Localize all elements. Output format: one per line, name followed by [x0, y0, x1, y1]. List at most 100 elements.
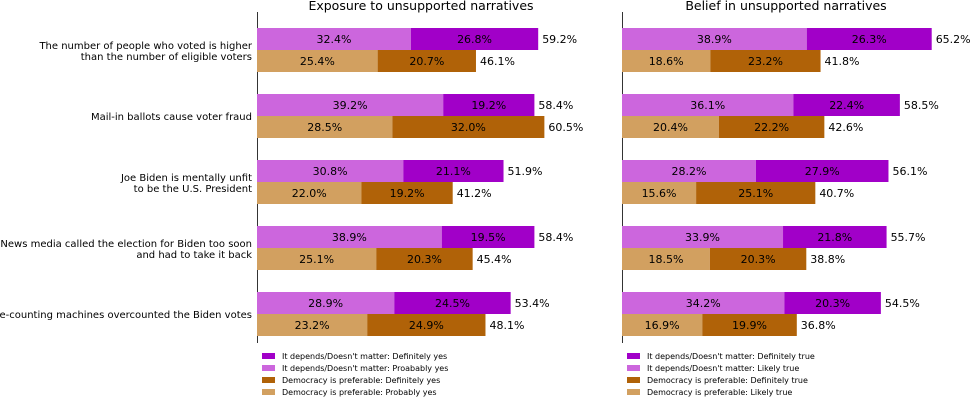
bar-segment: [257, 116, 393, 138]
bar-segment: [257, 314, 368, 336]
bar-value-label: 16.9%: [645, 319, 680, 332]
bar-segment: [755, 160, 889, 182]
legend-swatch: [262, 365, 275, 371]
bar-segment: [410, 28, 539, 50]
bar-segment: [622, 314, 703, 336]
bar-value-label: 22.2%: [754, 121, 789, 134]
legend-swatch: [627, 377, 640, 383]
bar-segment: [710, 50, 821, 72]
bar-value-label: 20.4%: [653, 121, 688, 134]
bar-value-label: 32.0%: [451, 121, 486, 134]
bar-value-label: 22.4%: [829, 99, 864, 112]
bar-value-label: 19.2%: [471, 99, 506, 112]
bar-segment: [257, 292, 395, 314]
bar-value-label: 19.5%: [471, 231, 506, 244]
bar-value-label: 24.9%: [409, 319, 444, 332]
bar-total-label: 53.4%: [515, 297, 550, 310]
bar-segment: [622, 116, 719, 138]
bar-total-label: 56.1%: [892, 165, 927, 178]
bar-segment: [696, 182, 816, 204]
bar-value-label: 22.0%: [292, 187, 327, 200]
category-label: News media called the election for Biden…: [0, 239, 252, 261]
bar-value-label: 20.3%: [815, 297, 850, 310]
bar-segment: [443, 94, 535, 116]
bar-total-label: 55.7%: [891, 231, 926, 244]
bar-value-label: 21.8%: [817, 231, 852, 244]
bar-segment: [622, 94, 794, 116]
bar-segment: [392, 116, 545, 138]
bar-segment: [622, 160, 756, 182]
legend-swatch: [627, 389, 640, 395]
bar-segment: [257, 248, 377, 270]
bar-value-label: 28.5%: [307, 121, 342, 134]
bar-value-label: 26.3%: [852, 33, 887, 46]
bar-total-label: 58.5%: [904, 99, 939, 112]
bar-total-label: 58.4%: [538, 99, 573, 112]
legend-label: Democracy is preferable: Definitely true: [647, 376, 808, 385]
bar-total-label: 46.1%: [480, 55, 515, 68]
bar-segment: [441, 226, 535, 248]
bar-value-label: 23.2%: [295, 319, 330, 332]
bar-value-label: 32.4%: [316, 33, 351, 46]
bar-segment: [257, 226, 442, 248]
bar-segment: [622, 28, 807, 50]
bar-segment: [806, 28, 932, 50]
bar-total-label: 36.8%: [801, 319, 836, 332]
legend-swatch: [262, 389, 275, 395]
bar-segment: [622, 50, 711, 72]
bar-segment: [361, 182, 453, 204]
bar-value-label: 26.8%: [457, 33, 492, 46]
panel-title: Belief in unsupported narratives: [685, 0, 886, 13]
legend-swatch: [262, 377, 275, 383]
bar-value-label: 21.1%: [436, 165, 471, 178]
category-label: Vote-counting machines overcounted the B…: [0, 310, 252, 321]
bar-value-label: 23.2%: [748, 55, 783, 68]
bar-total-label: 42.6%: [828, 121, 863, 134]
bar-segment: [784, 292, 881, 314]
bar-total-label: 54.5%: [885, 297, 920, 310]
bar-total-label: 60.5%: [548, 121, 583, 134]
bar-value-label: 25.1%: [738, 187, 773, 200]
bar-value-label: 25.4%: [300, 55, 335, 68]
category-label: Joe Biden is mentally unfit to be the U.S…: [120, 173, 252, 195]
panel-title: Exposure to unsupported narratives: [308, 0, 533, 13]
bar-total-label: 41.8%: [825, 55, 860, 68]
bar-segment: [403, 160, 504, 182]
bar-segment: [377, 50, 476, 72]
bar-value-label: 18.5%: [648, 253, 683, 266]
bar-segment: [709, 248, 807, 270]
bar-value-label: 28.2%: [671, 165, 706, 178]
bar-value-label: 25.1%: [299, 253, 334, 266]
bar-total-label: 58.4%: [538, 231, 573, 244]
bar-value-label: 38.9%: [332, 231, 367, 244]
category-label: Mail-in ballots cause voter fraud: [91, 112, 252, 123]
legend-label: It depends/Doesn't matter: Definitely tr…: [647, 352, 815, 361]
legend-label: Democracy is preferable: Definitely yes: [282, 376, 440, 385]
bar-segment: [622, 226, 784, 248]
bar-total-label: 45.4%: [477, 253, 512, 266]
bar-segment: [394, 292, 511, 314]
bar-segment: [257, 94, 444, 116]
bar-value-label: 20.3%: [407, 253, 442, 266]
bar-value-label: 15.6%: [642, 187, 677, 200]
legend-label: Democracy is preferable: Likely true: [647, 388, 792, 397]
legend-swatch: [262, 353, 275, 359]
bar-segment: [793, 94, 900, 116]
legend-swatch: [627, 365, 640, 371]
legend-swatch: [627, 353, 640, 359]
bar-segment: [257, 182, 362, 204]
bar-total-label: 38.8%: [810, 253, 845, 266]
bar-segment: [622, 182, 697, 204]
bar-total-label: 59.2%: [542, 33, 577, 46]
bar-value-label: 30.8%: [313, 165, 348, 178]
bar-segment: [783, 226, 887, 248]
bar-value-label: 33.9%: [685, 231, 720, 244]
legend-label: Democracy is preferable: Probably yes: [282, 388, 437, 397]
bar-total-label: 40.7%: [819, 187, 854, 200]
bar-value-label: 20.3%: [741, 253, 776, 266]
bar-value-label: 27.9%: [805, 165, 840, 178]
bar-value-label: 39.2%: [333, 99, 368, 112]
bar-segment: [367, 314, 486, 336]
bar-total-label: 48.1%: [489, 319, 524, 332]
